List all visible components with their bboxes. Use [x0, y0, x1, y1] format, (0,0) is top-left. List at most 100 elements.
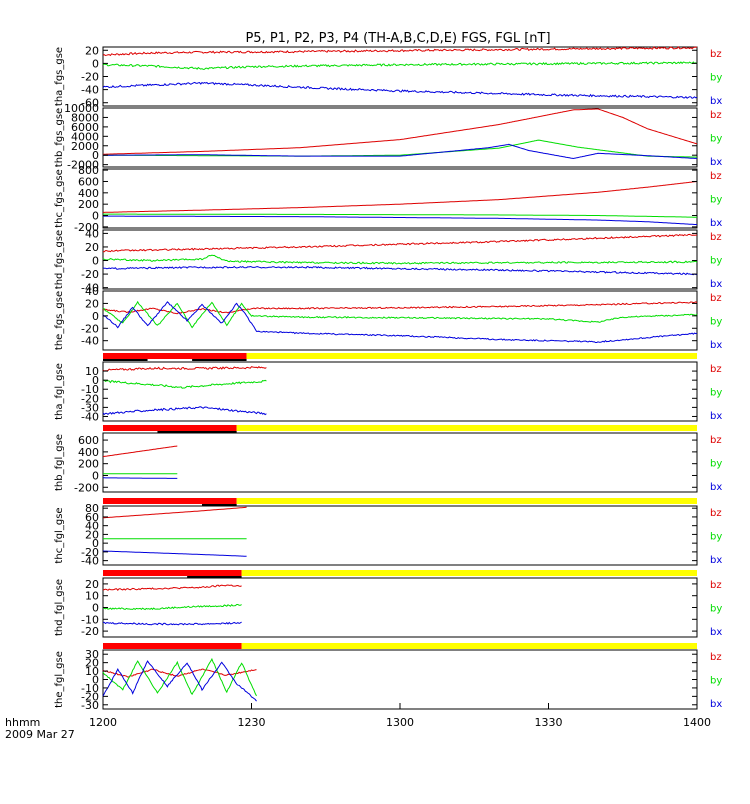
series-line-by	[102, 254, 698, 265]
y-tick-label: 8000	[71, 111, 99, 124]
series-line-bz	[102, 584, 242, 591]
y-tick-label: 0	[92, 537, 99, 550]
y-axis-label: thd_fgl_gse	[54, 579, 65, 636]
series-line-bx	[103, 215, 698, 226]
y-tick-label: 20	[85, 241, 99, 254]
y-tick-label: 6000	[71, 121, 99, 134]
time-axis-label-date: 2009 Mar 27	[5, 728, 75, 741]
series-line-bx	[102, 81, 698, 99]
series-line-by	[102, 657, 257, 697]
y-tick-label: 20	[85, 44, 99, 57]
legend-by: by	[710, 256, 722, 267]
legend-by: by	[710, 532, 722, 543]
y-tick-label: -20	[81, 392, 99, 405]
y-tick-label: 60	[85, 511, 99, 524]
y-tick-label: 0	[92, 469, 99, 482]
series-line-bz	[102, 108, 698, 155]
y-tick-label: -2000	[67, 159, 99, 172]
y-tick-label: -10	[81, 682, 99, 695]
legend-bz: bz	[710, 171, 722, 182]
legend-by: by	[710, 317, 722, 328]
panel-frame	[102, 432, 698, 493]
time-tick-label: 1300	[386, 716, 414, 729]
plot-title: P5, P1, P2, P3, P4 (TH-A,B,C,D,E) FGS, F…	[245, 31, 550, 46]
panel-frame	[102, 505, 698, 566]
y-tick-label: 0	[92, 149, 99, 162]
y-tick-label: -20	[81, 268, 99, 281]
y-tick-label: -20	[81, 322, 99, 335]
series-line-bz	[102, 233, 698, 253]
y-tick-label: 4000	[71, 130, 99, 143]
y-tick-label: -40	[81, 335, 99, 348]
y-tick-label: -10	[81, 383, 99, 396]
y-tick-label: 30	[85, 648, 99, 661]
series-line-bx	[102, 660, 257, 702]
legend-bx: bx	[710, 699, 722, 710]
series-line-bz	[103, 181, 698, 213]
series-line-bz	[102, 668, 257, 678]
legend-bz: bz	[710, 110, 722, 121]
series-line-by	[102, 61, 698, 70]
legend-bx: bx	[710, 482, 722, 493]
y-tick-label: 10000	[64, 102, 99, 115]
legend-bz: bz	[710, 652, 722, 663]
y-tick-label: 40	[85, 285, 99, 298]
y-tick-label: 0	[92, 210, 99, 223]
legend-bz: bz	[710, 508, 722, 519]
time-tick-label: 1400	[683, 716, 711, 729]
legend-bz: bz	[710, 580, 722, 591]
y-axis-label: tha_fgs_gse	[54, 47, 65, 106]
series-line-bz	[102, 445, 178, 458]
y-tick-label: 10	[85, 365, 99, 378]
y-tick-label: 0	[92, 602, 99, 615]
series-line-bx	[103, 477, 178, 479]
series-line-bx	[102, 550, 247, 557]
y-tick-label: 200	[78, 198, 99, 211]
legend-by: by	[710, 459, 722, 470]
legend-by: by	[710, 195, 722, 206]
y-axis-label: thc_fgl_gse	[54, 507, 65, 563]
y-tick-label: 20	[85, 578, 99, 591]
y-tick-label: -20	[81, 690, 99, 703]
series-line-bz	[102, 301, 698, 315]
y-axis-label: thb_fgl_gse	[54, 434, 65, 491]
y-tick-label: 20	[85, 657, 99, 670]
y-tick-label: 40	[85, 520, 99, 533]
status-bar-black	[187, 576, 242, 578]
y-axis-label: thd_fgs_gse	[54, 230, 65, 289]
legend-bx: bx	[710, 340, 722, 351]
legend-bx: bx	[710, 627, 722, 638]
status-bar-yellow	[236, 425, 697, 431]
series-line-by	[102, 603, 242, 611]
legend-bz: bz	[710, 293, 722, 304]
legend-bx: bx	[710, 555, 722, 566]
status-bar-yellow	[241, 570, 697, 576]
legend-bz: bz	[710, 232, 722, 243]
series-line-bz	[102, 46, 698, 57]
y-tick-label: -40	[81, 282, 99, 295]
status-bar-red	[103, 498, 237, 504]
y-tick-label: 2000	[71, 140, 99, 153]
y-tick-label: 10	[85, 665, 99, 678]
legend-by: by	[710, 604, 722, 615]
status-bar-yellow	[241, 643, 697, 649]
y-tick-label: 10	[85, 590, 99, 603]
series-line-bz	[102, 506, 247, 519]
status-bar-red	[103, 643, 242, 649]
panel-frame	[102, 361, 698, 422]
legend-bz: bz	[710, 49, 722, 60]
y-tick-label: 0	[92, 57, 99, 70]
y-axis-label: the_fgl_gse	[54, 651, 65, 708]
y-axis-label: thc_fgs_gse	[54, 169, 65, 228]
y-axis-label: tha_fgl_gse	[54, 363, 65, 420]
status-bar-red	[103, 425, 237, 431]
panel-frame	[102, 649, 698, 710]
series-line-bx	[102, 265, 698, 276]
y-tick-label: -20	[81, 546, 99, 559]
y-tick-label: 0	[92, 255, 99, 268]
y-tick-label: 20	[85, 528, 99, 541]
legend-bx: bx	[710, 279, 722, 290]
y-tick-label: -30	[81, 401, 99, 414]
legend-by: by	[710, 676, 722, 687]
